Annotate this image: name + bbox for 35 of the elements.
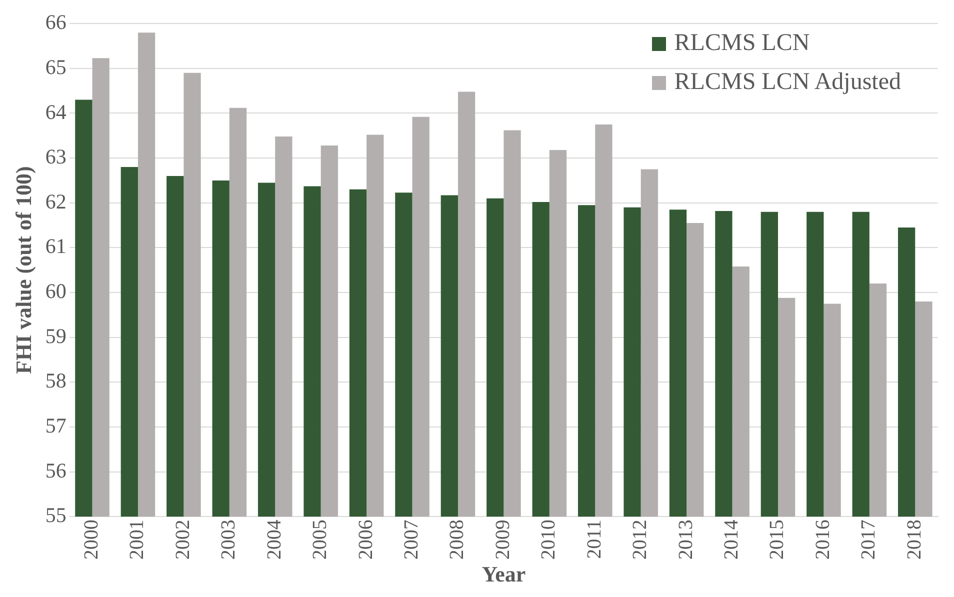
x-tick-label: 2008 <box>446 520 468 560</box>
x-tick-label: 2016 <box>812 520 834 560</box>
x-tick-label: 2001 <box>126 520 148 560</box>
x-tick-label: 2003 <box>218 520 240 560</box>
legend-label: RLCMS LCN <box>674 30 810 57</box>
y-tick-label: 57 <box>45 413 66 438</box>
x-tick-label: 2011 <box>583 520 606 559</box>
y-tick-label: 62 <box>45 189 66 214</box>
y-tick-label: 66 <box>45 10 66 34</box>
x-tick-label: 2009 <box>492 520 514 560</box>
y-tick-label: 60 <box>45 279 66 304</box>
x-tick-label: 2017 <box>858 520 880 560</box>
x-tick-label: 2015 <box>766 520 788 560</box>
y-tick-label: 56 <box>45 458 66 482</box>
x-tick-label: 2010 <box>538 520 560 560</box>
x-tick-label: 2005 <box>309 520 332 560</box>
legend-label: RLCMS LCN Adjusted <box>674 69 901 96</box>
x-tick-label: 2002 <box>172 520 194 560</box>
y-tick-label: 55 <box>45 503 66 528</box>
y-tick-label: 64 <box>45 100 67 124</box>
x-tick-label: 2004 <box>263 520 286 560</box>
y-axis-title: FHI value (out of 100) <box>10 166 36 374</box>
y-tick-label: 61 <box>45 234 66 258</box>
x-tick-label: 2007 <box>400 520 423 560</box>
x-tick-label: 2013 <box>674 520 697 560</box>
x-tick-label: 2012 <box>629 520 652 560</box>
y-tick-label: 65 <box>45 54 66 79</box>
x-tick-label: 2018 <box>903 520 926 560</box>
x-tick-label: 2014 <box>720 520 743 560</box>
y-tick-label: 63 <box>45 144 66 169</box>
x-tick-label: 2000 <box>80 520 103 560</box>
y-tick-label: 58 <box>45 368 66 393</box>
x-tick-label: 2006 <box>354 520 377 560</box>
y-tick-label: 59 <box>45 324 66 348</box>
x-axis-title: Year <box>482 561 526 586</box>
